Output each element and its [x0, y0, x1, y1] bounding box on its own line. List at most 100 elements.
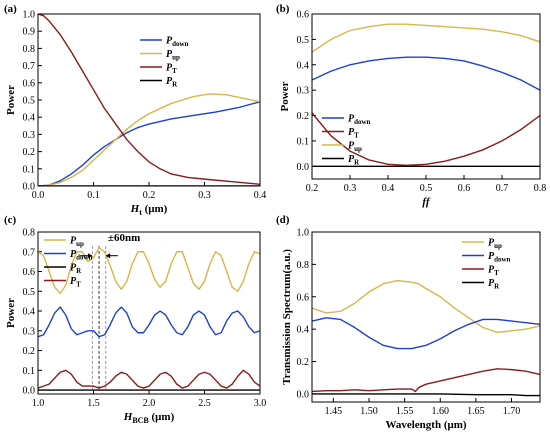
legend-entry-down: Pdown	[166, 36, 189, 49]
x-axis-label: Ht (μm)	[130, 203, 168, 217]
y-tick-label: 0.2	[297, 357, 310, 368]
series-line-T	[312, 112, 540, 166]
x-tick-label: 1.55	[396, 406, 414, 417]
x-tick-label: 0.0	[32, 190, 45, 201]
legend-entry-R: PR	[488, 278, 500, 291]
chart-panel-1: (b) 0.2 0.3 0.4 0.5 0.6 0.7 0.8 0.0 0.1 0.2 0.3 0.4 0…	[276, 3, 546, 208]
x-axis-label: Wavelength (μm)	[385, 419, 466, 431]
plot-frame	[311, 231, 541, 403]
x-axis-label: HBCB (μm)	[123, 411, 175, 425]
legend-entry-down: Pdown	[70, 249, 93, 262]
legend-entry-down: Pdown	[348, 114, 371, 127]
y-tick-label: 0.4	[23, 113, 36, 124]
series-line-T	[38, 14, 260, 185]
y-tick-label: 0.3	[297, 86, 310, 97]
x-tick-label: 3.0	[254, 398, 267, 409]
y-tick-label: 0.5	[297, 35, 310, 46]
chart-panel-0: (a) 0.0 0.1 0.2 0.3 0.4 0.0 0.1 0.2 0.3 0.4 0.5 0.6 0…	[4, 3, 266, 217]
x-tick-label: 0.3	[198, 190, 211, 201]
y-tick-label: 0.8	[23, 44, 36, 55]
y-tick-label: 0.2	[297, 111, 310, 122]
x-tick-label: 0.3	[344, 183, 357, 194]
x-tick-label: 1.0	[32, 398, 45, 409]
y-tick-label: 0.1	[23, 366, 36, 377]
y-axis-label: Power	[279, 81, 291, 111]
legend-entry-up: Pup	[488, 238, 502, 251]
plot-frame	[37, 13, 261, 187]
legend-entry-T: PT	[70, 276, 81, 289]
x-axis-label: ff	[422, 196, 430, 208]
y-axis-label: Power	[5, 85, 17, 115]
series-line-down	[38, 306, 260, 338]
y-tick-label: 0.8	[23, 228, 36, 239]
legend-entry-up: Pup	[166, 49, 180, 62]
y-tick-label: 0.0	[297, 389, 310, 400]
legend-entry-up: Pup	[348, 141, 362, 154]
x-tick-label: 0.4	[254, 190, 267, 201]
x-tick-label: 1.5	[87, 398, 100, 409]
y-tick-label: 0.7	[23, 61, 36, 72]
y-tick-label: 0.2	[23, 346, 36, 357]
y-tick-label: 0.4	[23, 307, 36, 318]
x-tick-label: 1.50	[360, 406, 378, 417]
panel-label: (a)	[4, 3, 17, 15]
series-line-T	[312, 368, 540, 393]
x-tick-label: 0.5	[420, 183, 433, 194]
y-tick-label: 0.1	[23, 164, 36, 175]
y-tick-label: 0.3	[23, 130, 36, 141]
x-tick-label: 1.70	[503, 406, 521, 417]
series-line-down	[38, 101, 260, 186]
annotation-label: ±60nm	[108, 232, 140, 244]
x-tick-label: 0.4	[382, 183, 395, 194]
y-tick-label: 0.3	[23, 326, 36, 337]
y-tick-label: 0.5	[23, 287, 36, 298]
x-tick-label: 0.8	[534, 183, 547, 194]
y-tick-label: 0.6	[23, 78, 36, 89]
y-tick-label: 0.0	[23, 386, 36, 397]
y-tick-label: 1.0	[23, 10, 36, 21]
y-tick-label: 0.6	[297, 10, 310, 21]
series-line-down	[312, 56, 540, 91]
y-tick-label: 0.6	[23, 267, 36, 278]
y-axis-label: Transmission Spectrum(a.u.)	[281, 249, 293, 385]
legend-entry-T: PT	[348, 127, 359, 140]
legend-entry-R: PR	[166, 76, 178, 89]
series-line-down	[312, 317, 540, 350]
x-tick-label: 2.0	[143, 398, 156, 409]
annotation-arrowhead-left	[87, 253, 93, 259]
legend-entry-T: PT	[488, 265, 499, 278]
x-tick-label: 2.5	[198, 398, 211, 409]
series-line-up	[312, 279, 540, 334]
series-line-up	[312, 23, 540, 53]
y-axis-label: Power	[5, 298, 17, 328]
y-tick-label: 0.0	[23, 182, 36, 193]
series-line-up	[38, 93, 260, 186]
legend-entry-T: PT	[166, 63, 177, 76]
y-tick-label: 0.9	[23, 27, 36, 38]
series-line-up	[38, 247, 260, 294]
y-tick-label: 0.5	[23, 96, 36, 107]
plot-frame	[37, 231, 261, 395]
x-tick-label: 1.60	[432, 406, 450, 417]
y-tick-label: 0.4	[297, 325, 310, 336]
y-tick-label: 0.0	[297, 162, 310, 173]
panel-label: (d)	[276, 214, 290, 226]
x-tick-label: 0.6	[458, 183, 471, 194]
chart-panel-3: (d) 1.45 1.50 1.55 1.60 1.65 1.70 0.0 0.2 0.4 0.6 0…	[276, 214, 541, 431]
x-tick-label: 1.45	[325, 406, 343, 417]
series-line-T	[38, 369, 260, 389]
annotation-arrowhead-right	[105, 253, 111, 259]
plot-frame	[311, 13, 541, 180]
y-tick-label: 0.2	[23, 147, 36, 158]
x-tick-label: 1.65	[467, 406, 485, 417]
x-tick-label: 0.2	[306, 183, 319, 194]
x-tick-label: 0.1	[87, 190, 100, 201]
legend-entry-R: PR	[70, 263, 82, 276]
legend-entry-up: Pup	[70, 236, 84, 249]
legend-entry-down: Pdown	[488, 251, 511, 264]
y-tick-label: 0.6	[297, 292, 310, 303]
panel-label: (c)	[4, 214, 17, 226]
panel-label: (b)	[276, 3, 290, 15]
chart-panel-2: (c) 1.0 1.5 2.0 2.5 3.0 0.0 0.1 0.2 0.3 0.4 0.5 0.6 0…	[4, 214, 266, 425]
